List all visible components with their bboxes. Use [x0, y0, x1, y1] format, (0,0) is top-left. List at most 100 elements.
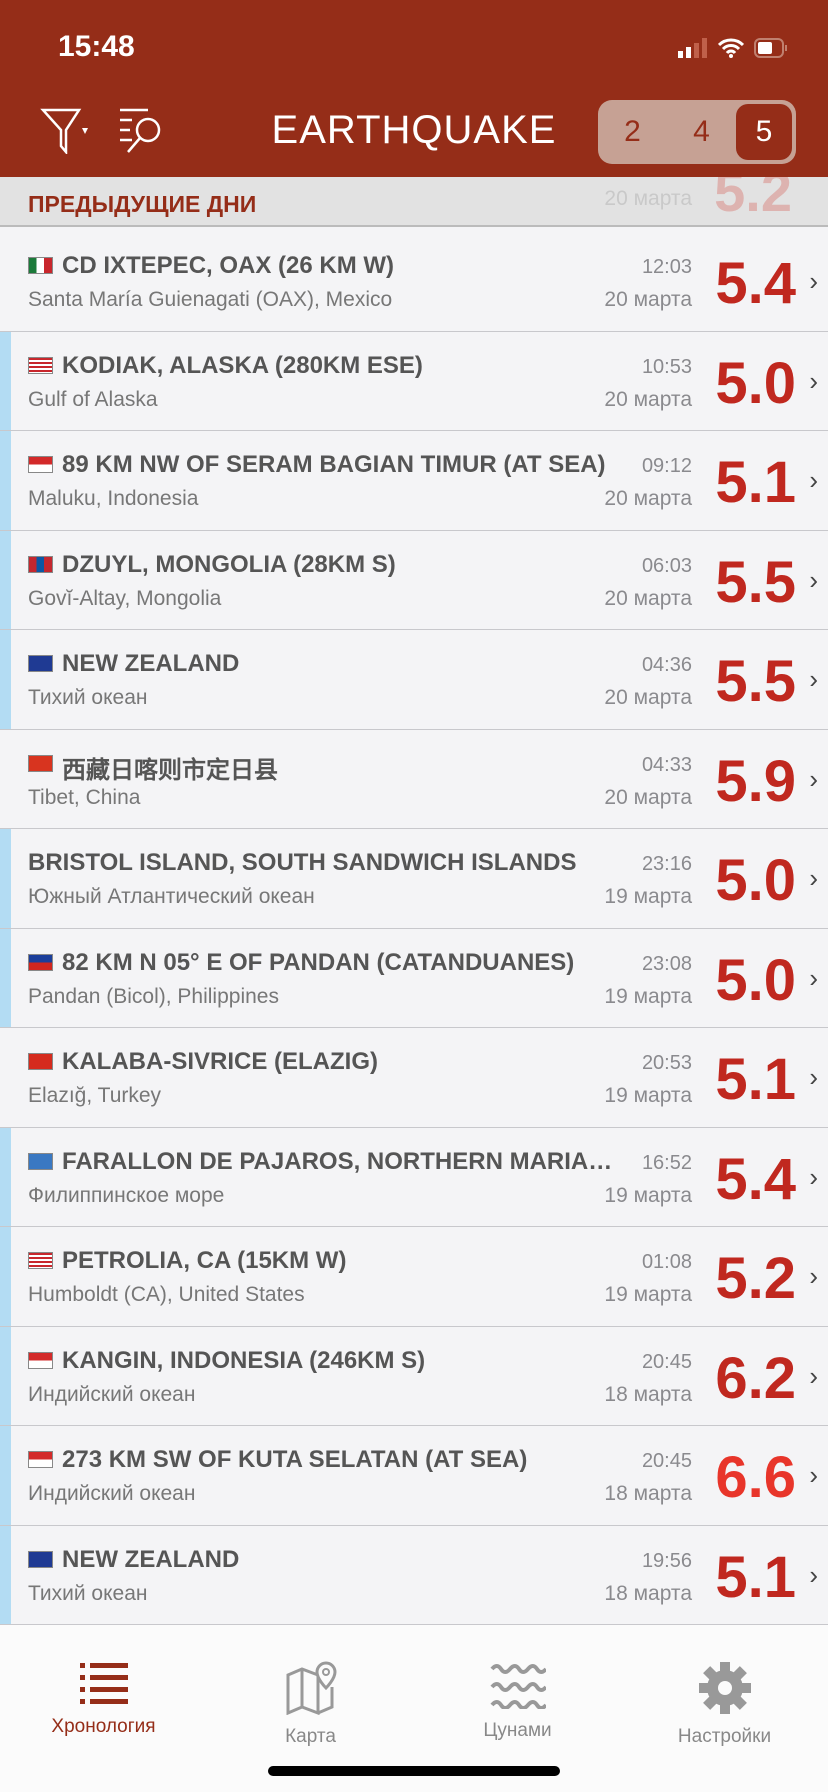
segment-5[interactable]: 5 — [736, 104, 792, 160]
flag-icon — [28, 456, 53, 473]
event-date: 20 марта — [604, 288, 692, 311]
segment-4[interactable]: 4 — [693, 115, 710, 148]
region-name: Elazığ, Turkey — [28, 1084, 162, 1107]
earthquake-row[interactable]: CD IXTEPEC, OAX (26 KM W) Santa María Gu… — [0, 232, 828, 332]
earthquake-row[interactable]: FARALLON DE PAJAROS, NORTHERN MARIANA IS… — [0, 1127, 828, 1227]
event-date: 18 марта — [604, 1482, 692, 1505]
flag-icon — [28, 1451, 53, 1468]
magnitude: 5.9 — [715, 748, 796, 814]
battery-icon — [754, 38, 787, 58]
earthquake-row[interactable]: 89 KM NW OF SERAM BAGIAN TIMUR (AT SEA) … — [0, 431, 828, 531]
flag-icon — [28, 356, 53, 374]
tab-chronology[interactable]: Хронология — [0, 1625, 207, 1738]
earthquake-row[interactable]: KALABA-SIVRICE (ELAZIG) Elazığ, Turkey 2… — [0, 1028, 828, 1128]
event-date: 20 марта — [604, 586, 692, 610]
event-time: 04:36 — [641, 654, 692, 676]
chevron-right-icon: › — [809, 962, 818, 993]
search-list-icon[interactable] — [118, 108, 166, 154]
signal-icon — [678, 38, 707, 58]
event-time: 23:16 — [641, 853, 692, 875]
chevron-right-icon: › — [809, 1360, 818, 1391]
event-time: 04:33 — [641, 753, 692, 776]
region-name: Pandan (Bicol), Philippines — [28, 984, 279, 1008]
earthquake-row[interactable]: NEW ZEALAND Тихий океан 19:56 18 марта 5… — [0, 1525, 828, 1625]
tab-label: Карта — [285, 1726, 336, 1747]
earthquake-row[interactable]: 82 KM N 05° E OF PANDAN (CATANDUANES) Pa… — [0, 928, 828, 1028]
chevron-right-icon: › — [809, 1261, 818, 1291]
place-name: DZUYL, MONGOLIA (28KM S) — [62, 550, 396, 578]
status-time: 15:48 — [58, 30, 135, 63]
nav-bar: 15:48 EARTHQUAKE 2 4 5 — [0, 0, 828, 177]
tab-label: Цунами — [483, 1720, 552, 1741]
magnitude: 5.4 — [715, 1146, 796, 1212]
place-name: KODIAK, ALASKA (280KM ESE) — [62, 351, 423, 379]
waves-icon — [489, 1664, 548, 1710]
page-title: EARTHQUAKE — [271, 108, 557, 152]
home-indicator — [268, 1766, 560, 1776]
magnitude: 6.2 — [715, 1345, 796, 1411]
flag-icon — [28, 655, 53, 672]
magnitude: 5.1 — [715, 1047, 796, 1112]
flag-icon — [28, 754, 53, 772]
chevron-right-icon: › — [809, 763, 818, 794]
chevron-right-icon: › — [809, 1161, 818, 1192]
chevron-right-icon: › — [809, 1559, 818, 1590]
place-name: 89 KM NW OF SERAM BAGIAN TIMUR (AT SEA) — [62, 451, 606, 478]
segment-2[interactable]: 2 — [624, 115, 641, 148]
earthquake-row[interactable]: PETROLIA, CA (15KM W) Humboldt (CA), Uni… — [0, 1227, 828, 1327]
place-name: 82 KM N 05° E OF PANDAN (CATANDUANES) — [62, 948, 575, 976]
status-icons — [678, 38, 788, 58]
event-time: 09:12 — [641, 455, 692, 477]
event-date: 20 марта — [604, 785, 692, 809]
chevron-right-icon: › — [809, 564, 818, 595]
earthquake-row[interactable]: 273 KM SW OF KUTA SELATAN (AT SEA) Индий… — [0, 1426, 828, 1526]
event-time: 12:03 — [641, 256, 692, 278]
filter-icon[interactable] — [40, 108, 88, 154]
event-date: 19 марта — [604, 1183, 692, 1207]
event-date: 20 марта — [604, 387, 692, 411]
region-name: Maluku, Indonesia — [28, 487, 199, 510]
chevron-right-icon: › — [809, 1460, 818, 1490]
earthquake-row[interactable]: KODIAK, ALASKA (280KM ESE) Gulf of Alask… — [0, 331, 828, 431]
magnitude: 6.6 — [715, 1445, 796, 1510]
ghost-date: 20 марта — [604, 187, 692, 210]
ghost-magnitude: 5.2 — [714, 177, 792, 223]
place-name: NEW ZEALAND — [62, 1545, 240, 1573]
event-date: 19 марта — [604, 1084, 692, 1107]
magnitude: 5.2 — [715, 1246, 796, 1311]
event-date: 19 марта — [604, 1283, 692, 1306]
place-name: NEW ZEALAND — [62, 650, 240, 677]
chevron-right-icon: › — [809, 266, 818, 296]
earthquake-row[interactable]: 西藏日喀则市定日县 Tibet, China 04:33 20 марта 5.… — [0, 729, 828, 829]
earthquake-row[interactable]: BRISTOL ISLAND, SOUTH SANDWICH ISLANDS Ю… — [0, 829, 828, 929]
region-name: Индийский океан — [28, 1482, 196, 1505]
flag-icon — [28, 257, 53, 274]
wifi-icon — [718, 38, 744, 58]
magnitude: 5.0 — [715, 848, 796, 913]
earthquake-row[interactable]: NEW ZEALAND Тихий океан 04:36 20 марта 5… — [0, 630, 828, 730]
section-title: ПРЕДЫДУЩИЕ ДНИ — [28, 191, 257, 217]
chevron-right-icon: › — [809, 863, 818, 893]
place-name: PETROLIA, CA (15KM W) — [62, 1247, 347, 1274]
earthquake-row[interactable]: DZUYL, MONGOLIA (28KM S) Govĭ-Altay, Mon… — [0, 530, 828, 630]
region-name: Humboldt (CA), United States — [28, 1283, 305, 1306]
earthquake-row[interactable]: KANGIN, INDONESIA (246KM S) Индийский ок… — [0, 1326, 828, 1426]
place-name: CD IXTEPEC, OAX (26 KM W) — [62, 252, 395, 279]
event-date: 20 марта — [604, 686, 692, 709]
tab-map[interactable]: Карта — [207, 1625, 414, 1748]
event-time: 01:08 — [641, 1251, 692, 1273]
event-date: 19 марта — [604, 984, 692, 1008]
tab-tsunami[interactable]: Цунами — [414, 1625, 621, 1742]
magnitude-segmented-control[interactable]: 2 4 5 — [598, 100, 796, 164]
place-name: FARALLON DE PAJAROS, NORTHERN MARIANA IS… — [62, 1147, 622, 1175]
magnitude: 5.1 — [715, 450, 796, 515]
chevron-right-icon: › — [809, 465, 818, 495]
tab-settings[interactable]: Настройки — [621, 1625, 828, 1748]
magnitude: 5.0 — [715, 350, 796, 416]
event-time: 19:56 — [641, 1549, 692, 1572]
magnitude: 5.5 — [715, 549, 796, 615]
event-date: 20 марта — [604, 487, 692, 510]
place-name: 西藏日喀则市定日县 — [62, 756, 278, 784]
region-name: Govĭ-Altay, Mongolia — [28, 586, 222, 610]
event-time: 23:08 — [641, 952, 692, 975]
